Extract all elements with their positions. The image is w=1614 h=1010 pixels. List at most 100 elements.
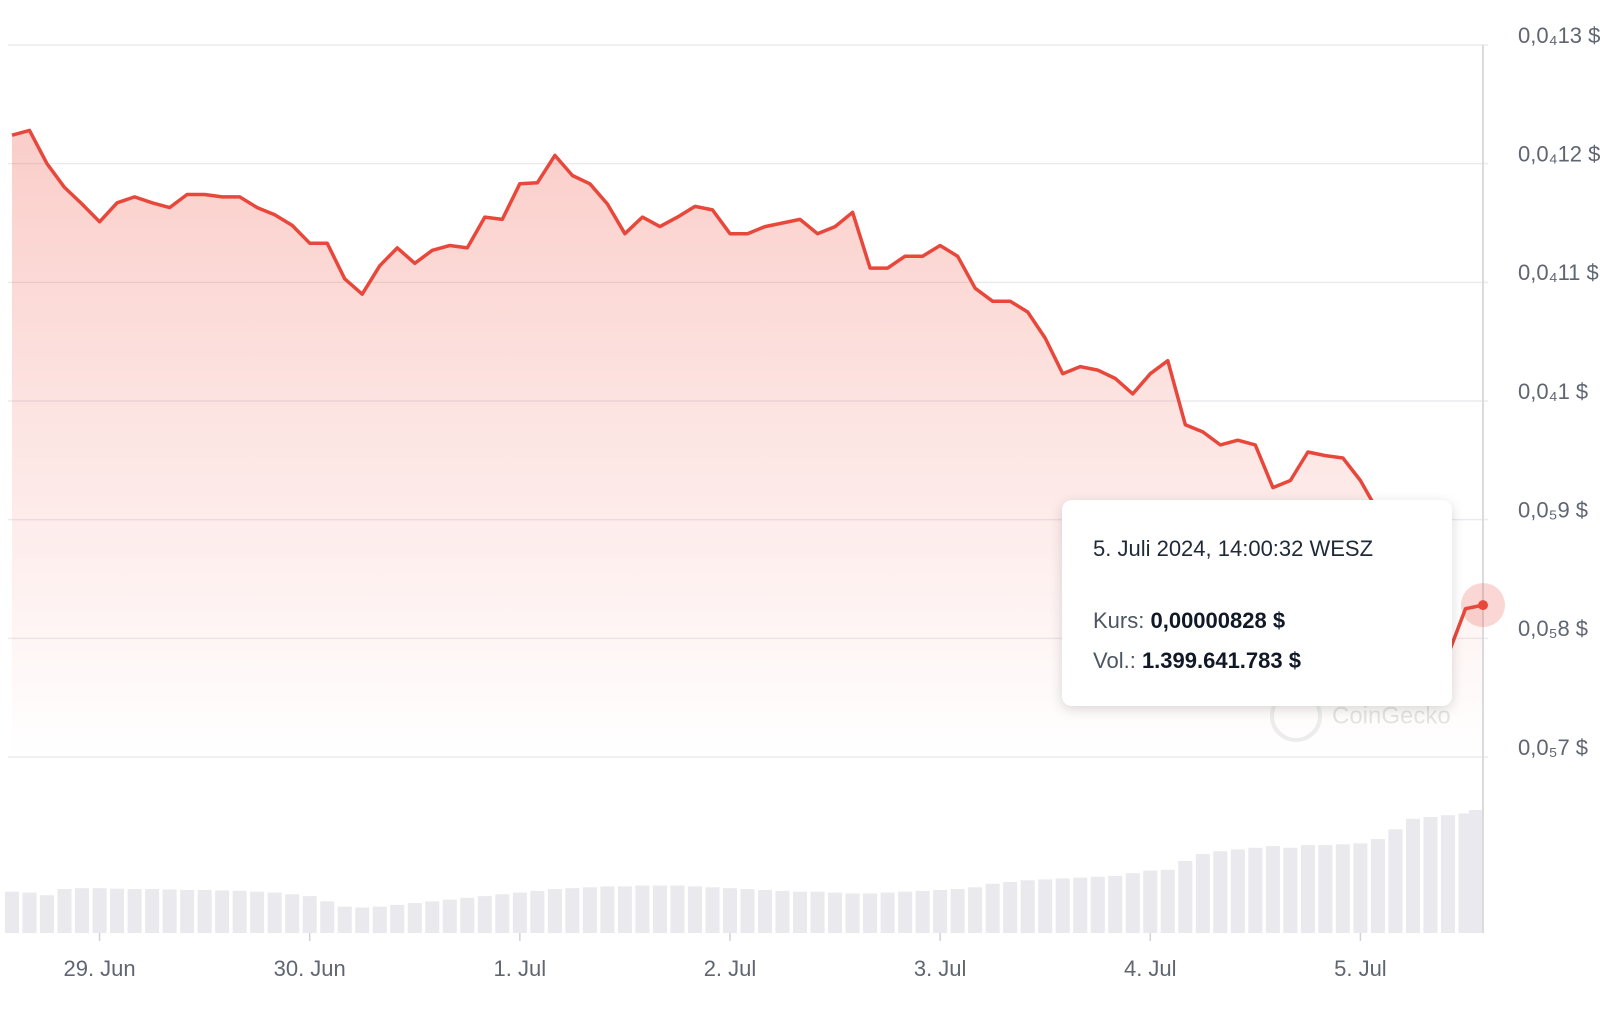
volume-bar: [197, 889, 212, 933]
volume-bar: [1468, 810, 1483, 933]
volume-bar: [670, 885, 685, 933]
volume-bar: [722, 888, 737, 933]
volume-bar: [898, 891, 913, 933]
volume-bar: [1388, 829, 1403, 933]
volume-bar: [1055, 878, 1070, 933]
volume-bar: [705, 887, 720, 933]
tooltip-volume-value: 1.399.641.783 $: [1142, 648, 1301, 673]
volume-bar: [1370, 838, 1385, 933]
volume-bar: [407, 903, 422, 933]
volume-bar: [460, 897, 475, 933]
watermark-text: CoinGecko: [1332, 702, 1451, 729]
volume-bar: [145, 889, 160, 933]
volume-bar: [22, 892, 37, 933]
volume-bar: [232, 890, 247, 933]
volume-bar: [1230, 849, 1245, 933]
volume-bar: [512, 892, 527, 933]
volume-bar: [92, 888, 107, 933]
volume-bar: [337, 906, 352, 933]
x-tick-label: 2. Jul: [704, 956, 757, 981]
volume-bar: [1440, 815, 1455, 933]
volume-bar: [1108, 875, 1123, 933]
volume-bar: [1283, 847, 1298, 933]
volume-bar: [425, 901, 440, 933]
tooltip-price-value: 0,00000828 $: [1150, 608, 1285, 633]
volume-bar: [968, 887, 983, 933]
volume-bar: [127, 889, 142, 933]
volume-bar: [1038, 879, 1053, 933]
volume-bar: [320, 901, 335, 933]
price-line: [11, 128, 1484, 657]
volume-bar: [40, 895, 55, 933]
tooltip: 5. Juli 2024, 14:00:32 WESZ Kurs: 0,0000…: [1062, 500, 1452, 706]
volume-bar: [1335, 844, 1350, 933]
tooltip-volume-label: Vol.:: [1093, 648, 1136, 673]
volume-bar: [530, 890, 545, 933]
volume-bar: [285, 894, 300, 933]
y-tick-label: 0,0₄1 $: [1518, 379, 1588, 404]
volume-bars: [4, 810, 1483, 933]
volume-bar: [1125, 873, 1140, 933]
volume-bar: [495, 894, 510, 933]
x-tick-label: 30. Jun: [274, 956, 346, 981]
tooltip-volume: Vol.: 1.399.641.783 $: [1093, 648, 1301, 673]
volume-bar: [775, 890, 790, 933]
y-tick-label: 0,0₄11 $: [1518, 260, 1599, 285]
volume-bar: [1143, 870, 1158, 933]
volume-bar: [162, 889, 177, 933]
volume-bar: [1073, 877, 1088, 933]
volume-bar: [1423, 817, 1438, 933]
volume-bar: [582, 887, 597, 933]
volume-bar: [75, 888, 90, 933]
volume-bar: [267, 892, 282, 933]
volume-bar: [1248, 847, 1263, 933]
volume-bar: [372, 906, 387, 933]
volume-bar: [1265, 846, 1280, 933]
volume-bar: [355, 907, 370, 933]
volume-bar: [635, 885, 650, 933]
volume-bar: [215, 890, 230, 933]
y-tick-label: 0,0₅8 $: [1518, 616, 1588, 641]
volume-bar: [1090, 876, 1105, 933]
hover-marker: [1461, 583, 1505, 628]
x-tick-label: 1. Jul: [494, 956, 547, 981]
tooltip-title: 5. Juli 2024, 14:00:32 WESZ: [1093, 536, 1373, 561]
volume-bar: [302, 896, 317, 933]
y-tick-label: 0,0₅7 $: [1518, 735, 1588, 760]
volume-bar: [250, 891, 265, 933]
volume-bar: [687, 886, 702, 933]
volume-bar: [565, 888, 580, 933]
volume-bar: [1405, 818, 1420, 933]
tooltip-price: Kurs: 0,00000828 $: [1093, 608, 1285, 633]
volume-bar: [390, 904, 405, 933]
volume-bar: [442, 899, 457, 933]
volume-bar: [793, 891, 808, 933]
hover-point: [1478, 600, 1488, 611]
volume-bar: [57, 889, 72, 933]
volume-bar: [985, 883, 1000, 933]
tooltip-box: [1062, 500, 1452, 706]
volume-bar: [180, 889, 195, 933]
y-tick-label: 0,0₅9 $: [1518, 497, 1588, 522]
volume-bar: [4, 891, 20, 933]
volume-bar: [547, 889, 562, 933]
volume-bar: [950, 889, 965, 933]
volume-bar: [1003, 882, 1018, 933]
volume-bar: [880, 892, 895, 933]
volume-bar: [652, 885, 667, 933]
volume-bar: [1353, 843, 1368, 933]
volume-bar: [1300, 845, 1315, 933]
volume-bar: [1318, 845, 1333, 933]
volume-bar: [600, 886, 615, 933]
y-tick-label: 0,0₄12 $: [1518, 141, 1600, 166]
volume-bar: [758, 889, 773, 933]
volume-bar: [617, 886, 632, 933]
volume-bar: [1020, 880, 1035, 933]
volume-bar: [1160, 869, 1175, 933]
volume-bar: [828, 892, 843, 933]
x-tick-label: 5. Jul: [1334, 956, 1387, 981]
volume-bar: [845, 893, 860, 933]
volume-bar: [810, 891, 825, 933]
